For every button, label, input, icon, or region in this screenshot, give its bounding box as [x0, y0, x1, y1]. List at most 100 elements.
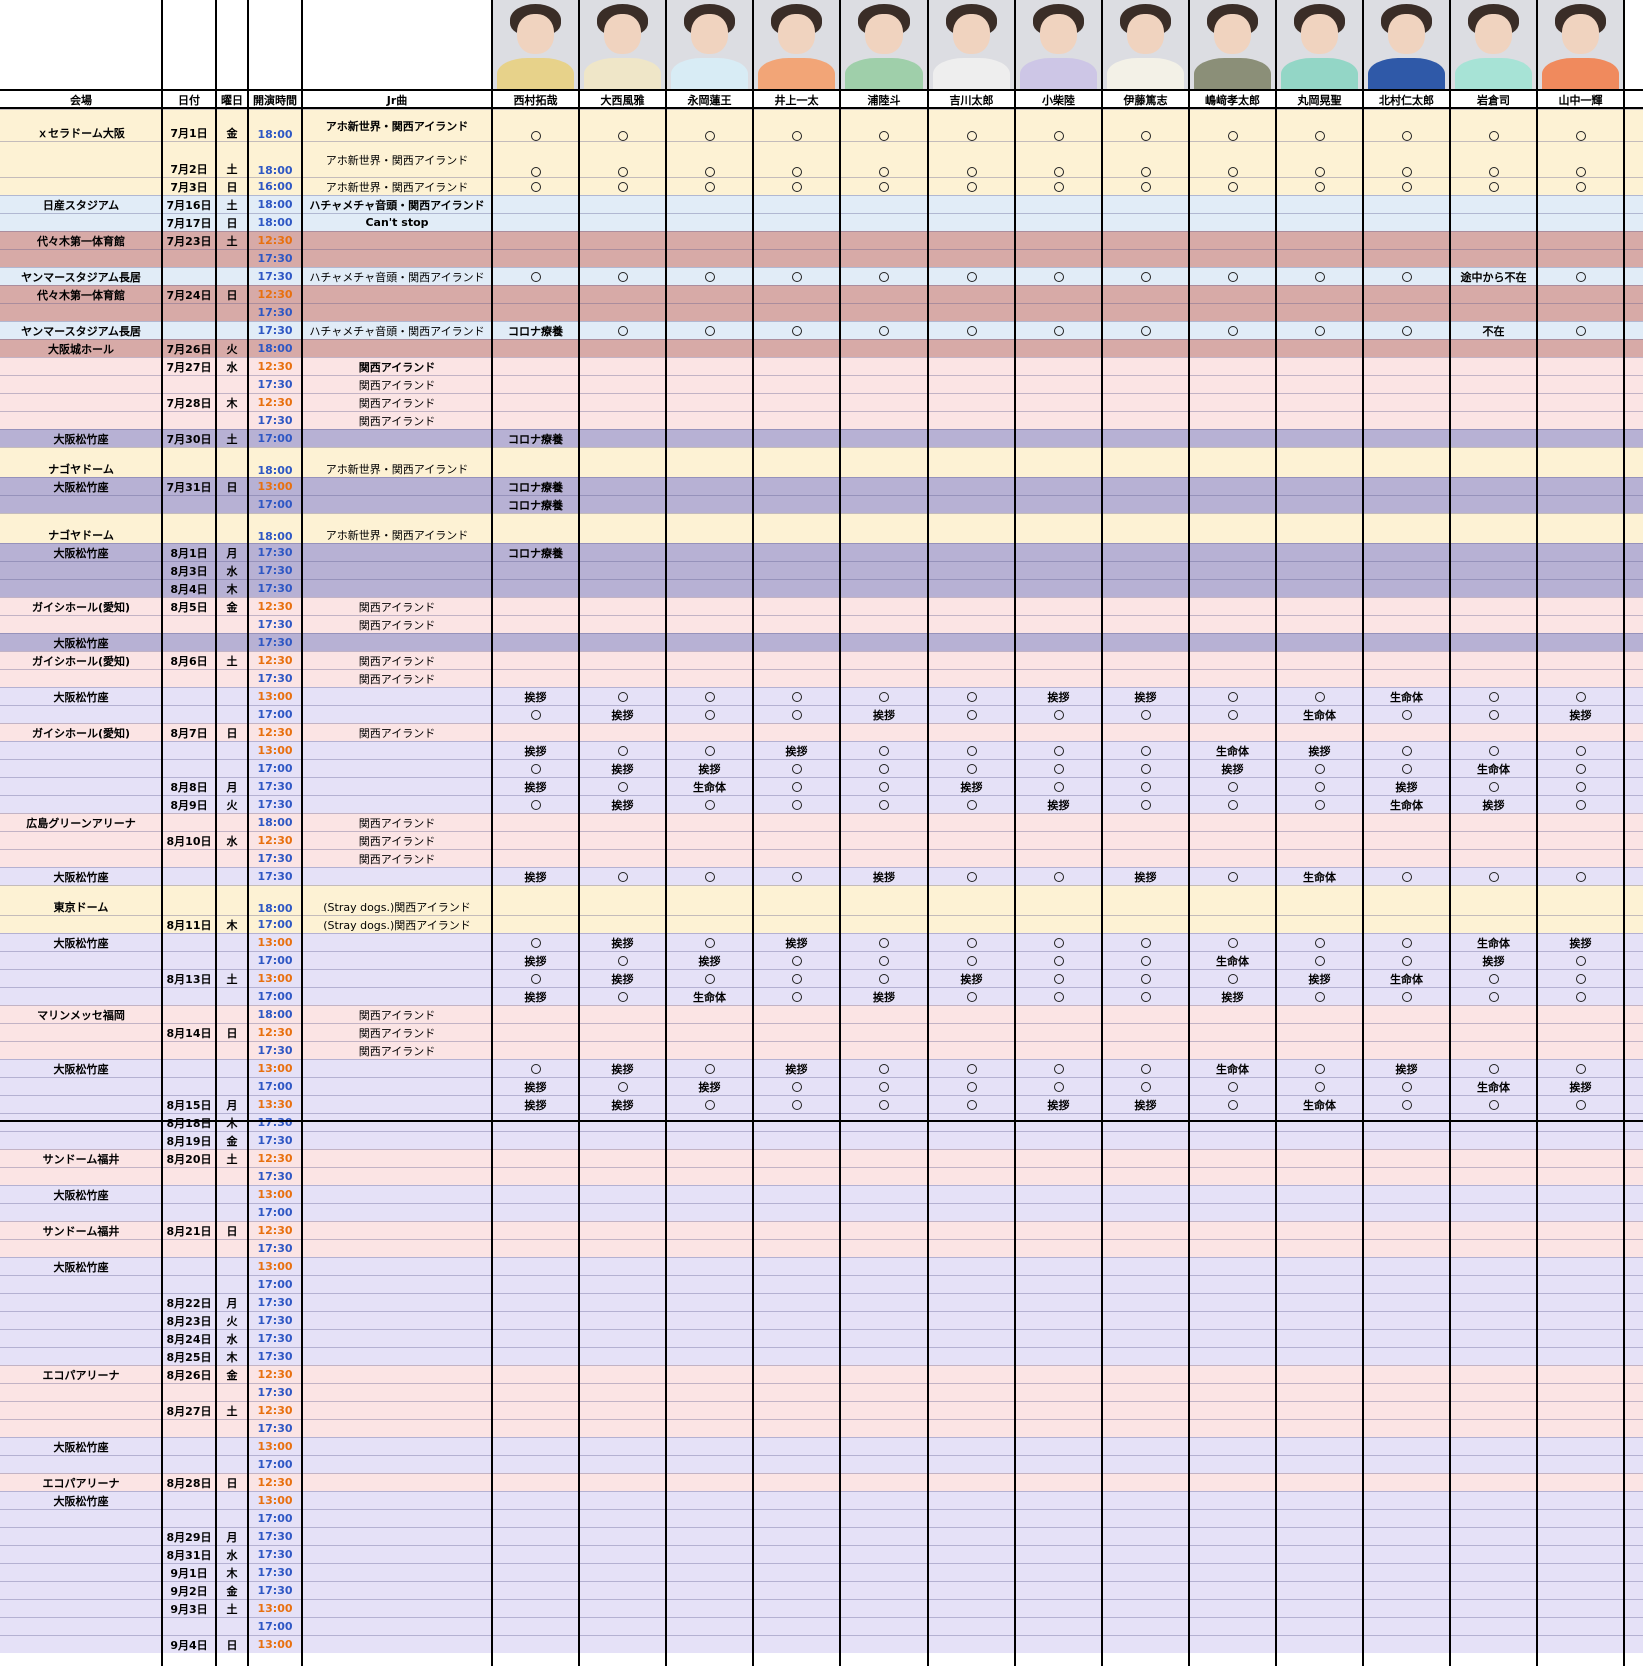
attendance-circle-icon	[1575, 763, 1586, 774]
member-status	[1189, 1078, 1276, 1095]
member-status: 生命体	[666, 778, 753, 795]
attendance-circle-icon	[1575, 325, 1586, 336]
member-status: 挨拶	[492, 688, 579, 705]
member-status	[1102, 1078, 1189, 1095]
date-cell: 8月25日	[166, 1350, 212, 1364]
shirt-shape	[1194, 58, 1271, 90]
header-member: 西村拓哉	[513, 94, 558, 107]
time-cell: 17:30	[257, 1584, 293, 1597]
date-cell: 8月31日	[166, 1548, 212, 1562]
photo-yamanaka	[1538, 0, 1623, 90]
time-cell: 13:00	[257, 1638, 293, 1651]
member-status-text: 挨拶	[960, 972, 983, 986]
schedule-row: 8月19日金 17:30	[0, 1131, 1643, 1149]
song-cell: 関西アイランド	[358, 360, 436, 374]
member-status-text: 挨拶	[698, 954, 721, 968]
header-member: 山中一輝	[1558, 94, 1603, 107]
member-status	[840, 268, 928, 285]
face-shape	[1387, 14, 1426, 54]
attendance-circle-icon	[1140, 955, 1151, 966]
venue-cell: 大阪松竹座	[53, 1440, 109, 1454]
attendance-circle-icon	[1227, 167, 1238, 177]
time-cell: 12:30	[257, 1404, 293, 1417]
weekday-cell: 火	[226, 1314, 238, 1328]
date-cell: 8月3日	[170, 564, 208, 578]
date-cell: 8月22日	[166, 1296, 212, 1310]
member-status-text: 挨拶	[524, 744, 547, 758]
member-status	[1102, 142, 1189, 180]
member-status	[666, 322, 753, 339]
schedule-row: 17:30 関西アイランド	[0, 411, 1643, 429]
attendance-circle-icon	[879, 781, 889, 792]
member-status	[1450, 778, 1537, 795]
attendance-circle-icon	[966, 691, 977, 702]
member-status	[753, 778, 840, 795]
member-status: コロナ療養	[492, 496, 579, 513]
member-status-text: 挨拶	[1395, 780, 1418, 794]
member-status-text: 生命体	[1477, 936, 1510, 950]
member-status: 挨拶	[753, 1060, 840, 1077]
schedule-row: 17:00 コロナ療養	[0, 495, 1643, 513]
schedule-row: 8月27日土 12:30	[0, 1401, 1643, 1419]
weekday-cell: 日	[226, 1026, 238, 1040]
column-divider	[927, 0, 929, 1666]
schedule-row: 大阪松竹座 13:00	[0, 1257, 1643, 1275]
schedule-row: ガイシホール(愛知) 8月7日 日 12:30 関西アイランド	[0, 723, 1643, 741]
schedule-row: 17:30	[0, 249, 1643, 267]
venue-cell: 大阪松竹座	[53, 1188, 109, 1202]
member-status	[840, 934, 928, 951]
header-member: 伊藤篤志	[1123, 94, 1168, 107]
member-status-text: 挨拶	[611, 936, 634, 950]
schedule-row: 17:30	[0, 1167, 1643, 1185]
date-cell: 8月21日	[166, 1224, 212, 1238]
time-cell: 17:00	[257, 918, 293, 931]
shirt-shape	[758, 58, 835, 90]
member-status: 挨拶	[492, 778, 579, 795]
member-status-text: 挨拶	[524, 954, 547, 968]
column-divider	[161, 0, 163, 1666]
attendance-circle-icon	[1314, 991, 1325, 1002]
member-status	[1102, 742, 1189, 759]
date-cell: 8月1日	[170, 546, 208, 560]
weekday-cell: 火	[226, 342, 238, 356]
column-divider	[1101, 0, 1103, 1666]
member-status-text: 挨拶	[524, 870, 547, 884]
member-status	[1189, 142, 1276, 180]
member-status	[1537, 1060, 1624, 1077]
member-status	[928, 1078, 1015, 1095]
date-cell: 9月1日	[170, 1566, 208, 1580]
attendance-circle-icon	[704, 131, 715, 141]
attendance-circle-icon	[617, 871, 628, 882]
member-status	[1450, 868, 1537, 885]
venue-cell: 大阪松竹座	[53, 936, 109, 950]
column-divider	[839, 0, 841, 1666]
attendance-circle-icon	[1140, 991, 1151, 1002]
schedule-row: 17:00 挨拶 生命体 挨拶 挨拶	[0, 987, 1643, 1005]
shirt-shape	[671, 58, 748, 90]
attendance-circle-icon	[1140, 763, 1151, 774]
member-status: 挨拶	[1450, 796, 1537, 813]
member-status-text: 挨拶	[785, 1062, 808, 1076]
time-cell: 12:30	[257, 396, 293, 409]
column-divider	[752, 0, 754, 1666]
attendance-circle-icon	[1488, 1063, 1499, 1074]
schedule-row: 17:00 挨拶 挨拶 生命体 挨拶	[0, 705, 1643, 723]
member-status	[1102, 760, 1189, 777]
attendance-circle-icon	[1314, 131, 1325, 141]
member-status	[492, 796, 579, 813]
member-status	[753, 142, 840, 180]
attendance-circle-icon	[1488, 709, 1499, 720]
weekday-cell: 月	[226, 1296, 238, 1310]
member-status-text: 挨拶	[698, 1080, 721, 1094]
member-status	[1363, 110, 1450, 144]
attendance-circle-icon	[879, 1063, 889, 1074]
song-cell: (Stray dogs.)関西アイランド	[323, 918, 471, 932]
member-status-text: 挨拶	[873, 708, 895, 722]
member-status	[579, 988, 666, 1005]
schedule-row: 8月4日 木 17:30	[0, 579, 1643, 597]
time-cell: 13:00	[257, 1188, 293, 1201]
member-status	[492, 970, 579, 987]
attendance-circle-icon	[1053, 745, 1064, 756]
face-shape	[690, 14, 729, 54]
